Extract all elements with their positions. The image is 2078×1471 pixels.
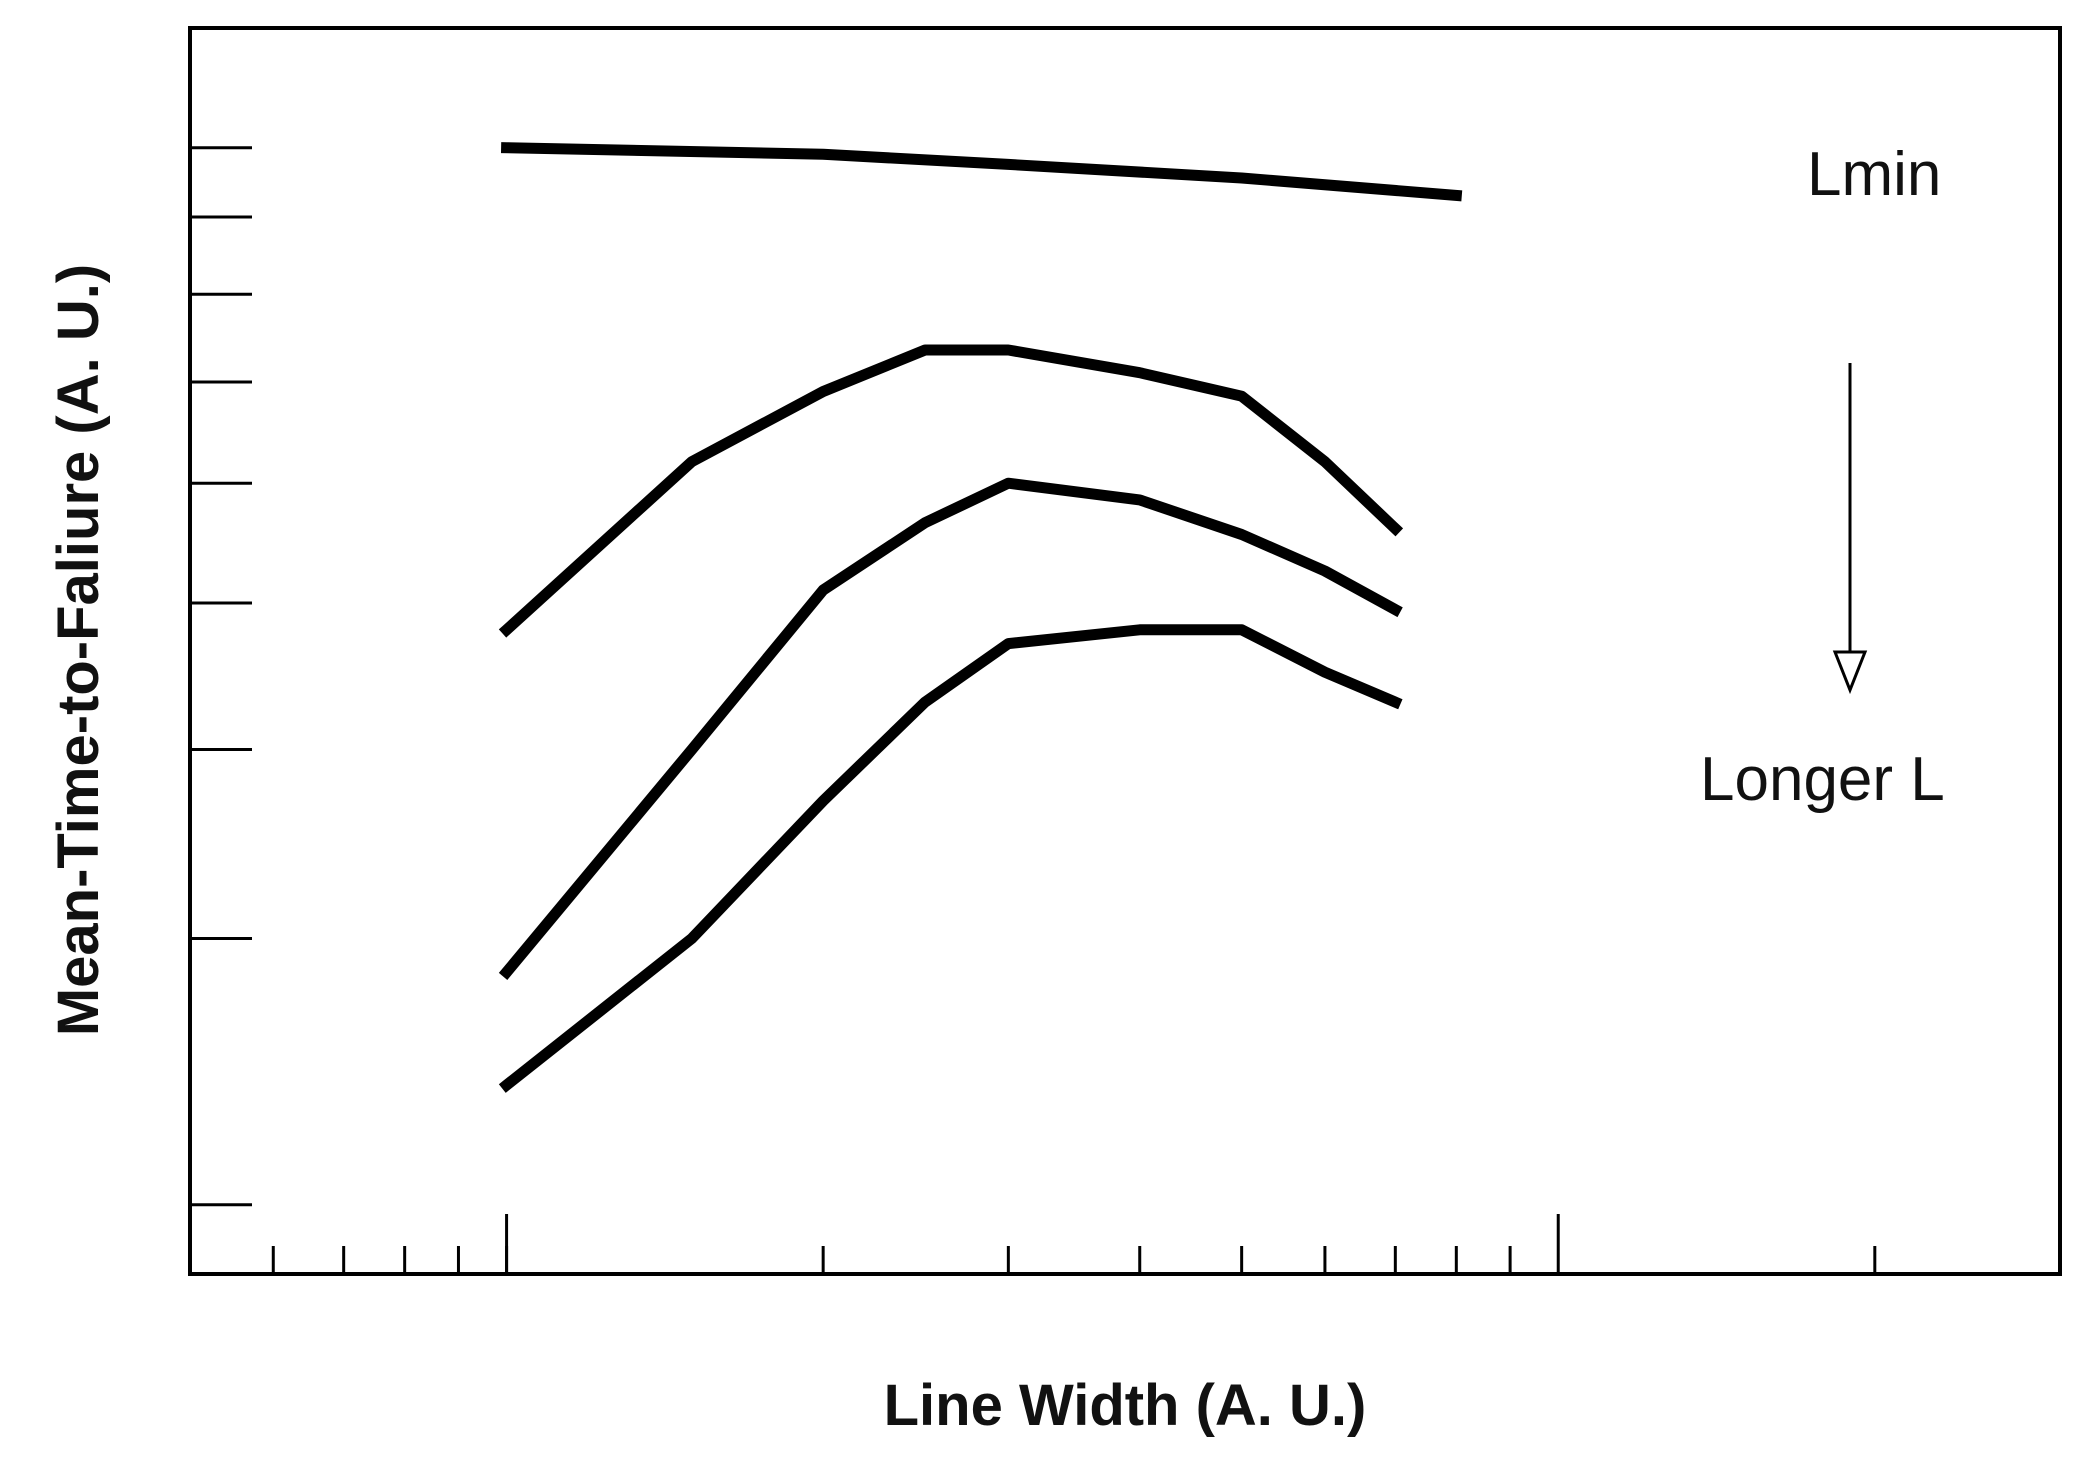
series-line-1 [500,142,1463,202]
annotation-longer-l: Longer L [1700,745,1945,814]
arrow-head [1832,650,1868,695]
series-line-4 [498,624,1403,1093]
x-axis-ticks [271,1214,1877,1274]
plot-frame [188,26,2062,1276]
longer-l-arrow [1832,363,1868,695]
series-line-2 [498,344,1404,638]
x-axis-label: Line Width (A. U.) [884,1373,1367,1438]
y-axis-ticks [190,146,252,1207]
series-lines [498,142,1463,1093]
series-line-3 [498,477,1403,980]
y-axis-label: Mean-Time-to-Faliure (A. U.) [46,264,111,1036]
annotation-lmin: Lmin [1807,140,1941,209]
